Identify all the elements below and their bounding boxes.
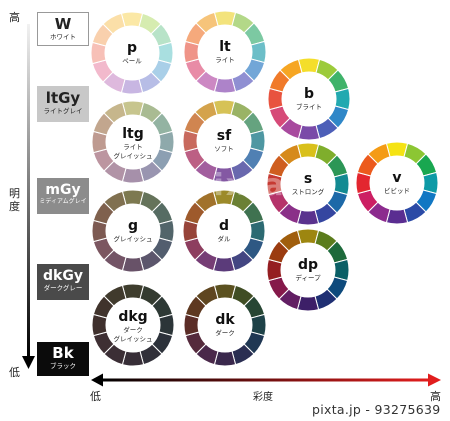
brightness-low-label: 低	[9, 366, 20, 379]
tone-wheel-d: dダル	[182, 189, 266, 273]
tone-code: b	[304, 86, 314, 102]
tone-name: ダーク	[123, 325, 143, 334]
tone-name: ディープ	[295, 273, 321, 282]
tone-name: ダル	[218, 234, 232, 243]
tone-name: ブラック	[50, 362, 76, 370]
tone-code: mGy	[45, 182, 81, 198]
tone-name: ホワイト	[50, 33, 76, 41]
brightness-label-2: 度	[9, 200, 20, 213]
brightness-axis-arrowhead	[22, 356, 35, 369]
tone-name: ライトグレイ	[43, 107, 83, 115]
tone-code: lt	[219, 39, 231, 55]
tone-name: グレイッシュ	[114, 334, 153, 343]
tone-code: sf	[217, 128, 232, 144]
tone-code: d	[219, 218, 229, 234]
tone-code: v	[392, 170, 401, 186]
brightness-high-label: 高	[9, 11, 20, 24]
tone-name: ライト	[215, 56, 235, 64]
chroma-axis-right-arrowhead	[428, 373, 441, 387]
tone-swatch-black: Bk ブラック	[37, 342, 89, 376]
tone-name: ストロング	[292, 187, 325, 196]
wheel-center	[370, 156, 424, 210]
wheel-center	[282, 72, 336, 126]
tone-name: ライト	[123, 143, 143, 151]
wheel-center	[281, 157, 335, 211]
tone-name: グレイッシュ	[114, 151, 153, 160]
tone-swatch-medium-gray: mGy ミディアムグレイ	[37, 178, 89, 214]
wheel-center	[105, 26, 159, 80]
wheel-center	[198, 298, 252, 352]
tone-code: Bk	[52, 344, 74, 362]
wheel-center	[197, 114, 251, 168]
footer-stock-id: pixta.jp - 93275639	[312, 402, 441, 417]
tone-code: dkGy	[43, 268, 83, 284]
tone-code: s	[304, 171, 312, 187]
wheel-center	[197, 204, 251, 258]
wheel-center	[281, 243, 335, 297]
watermark: pixta	[190, 168, 286, 203]
tone-code: g	[128, 218, 138, 234]
tone-name: ソフト	[214, 145, 234, 153]
brightness-label-1: 明	[9, 187, 20, 200]
chroma-label: 彩度	[253, 392, 273, 403]
tone-name: ビビッド	[384, 186, 410, 195]
tone-name: ダーク	[215, 328, 235, 337]
wheel-center	[106, 298, 160, 352]
tone-swatch-dark-gray: dkGy ダークグレー	[37, 264, 89, 300]
tone-name: ブライト	[296, 102, 322, 111]
brightness-axis-bar	[27, 24, 30, 358]
tone-code: dkg	[118, 309, 147, 325]
chroma-axis-left-arrowhead	[91, 373, 103, 387]
tone-code: p	[127, 40, 137, 56]
tone-name: ダークグレー	[43, 284, 83, 292]
tone-swatch-light-gray: ltGy ライトグレイ	[37, 86, 89, 122]
wheel-center	[198, 25, 252, 79]
tone-code: W	[54, 15, 72, 33]
tone-code: dp	[298, 257, 318, 273]
tone-code: ltGy	[45, 89, 81, 107]
tone-name: グレイッシュ	[114, 234, 153, 243]
tone-name: ペール	[122, 57, 142, 65]
chroma-axis-bar	[102, 378, 428, 382]
tone-code: ltg	[122, 126, 144, 142]
tone-code: dk	[215, 312, 235, 328]
chroma-high-label: 高	[430, 390, 441, 403]
wheel-center	[106, 204, 160, 258]
wheel-center	[106, 115, 160, 169]
tone-swatch-white: W ホワイト	[37, 12, 89, 46]
chroma-low-label: 低	[90, 390, 101, 403]
tone-name: ミディアムグレイ	[39, 198, 87, 205]
